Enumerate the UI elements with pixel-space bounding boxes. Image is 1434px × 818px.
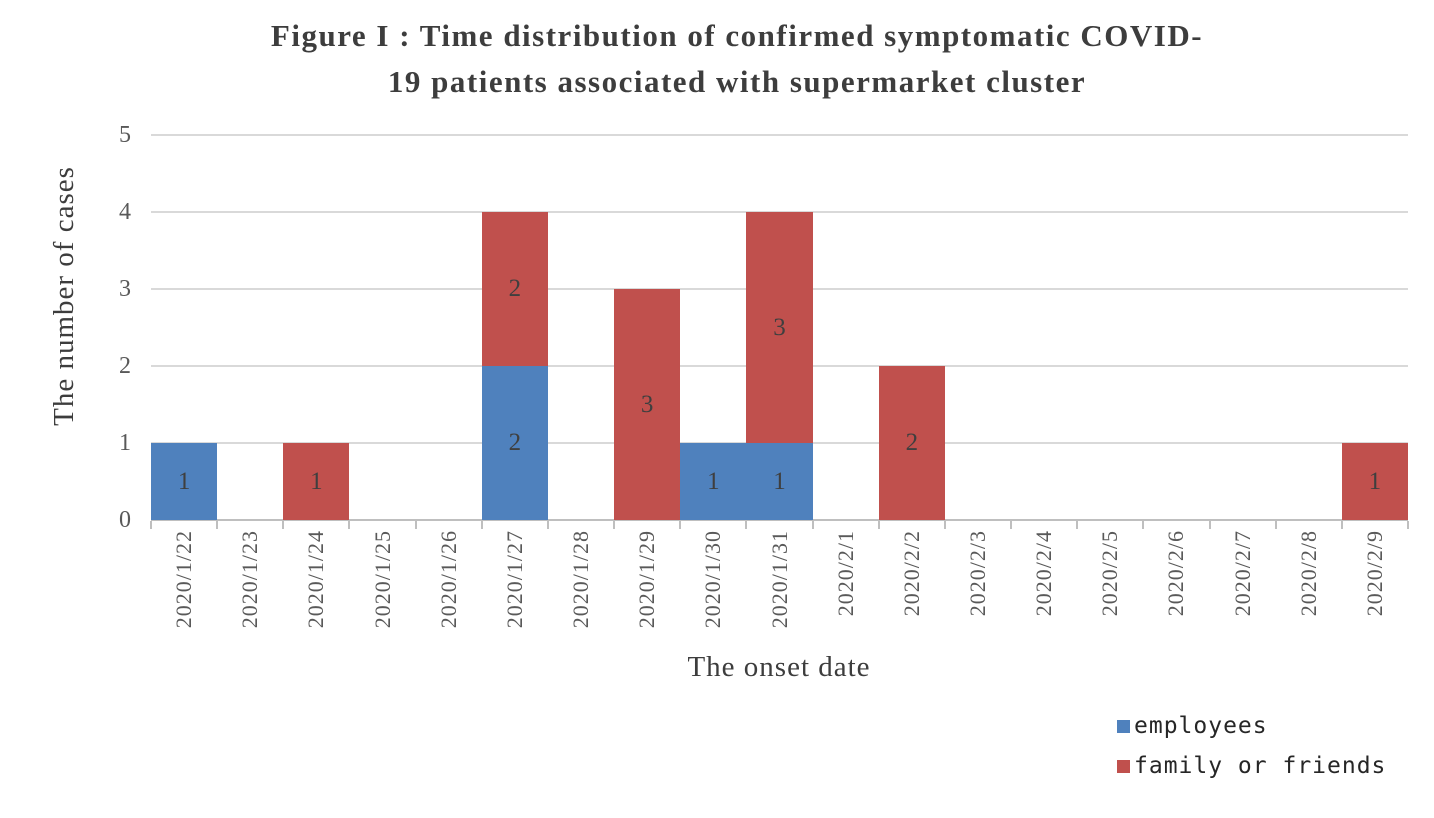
x-tick-label: 2020/2/4 [1031,530,1057,617]
x-axis-tick [282,521,285,529]
x-axis-line [151,519,1408,521]
x-axis-tick [1208,521,1211,529]
y-tick-label: 4 [119,199,131,225]
bar-segment [878,366,945,520]
chart-title: Figure I : Time distribution of confirme… [271,13,1203,105]
x-axis-tick [414,521,417,529]
x-axis-tick [1407,521,1409,529]
x-tick-label: 2020/2/7 [1229,530,1255,617]
x-axis-tick [1010,521,1013,529]
x-tick-label: 2020/1/25 [369,530,395,629]
x-axis-tick [546,521,549,529]
x-axis-tick [1142,521,1145,529]
x-tick-label: 2020/2/8 [1295,530,1321,617]
x-axis-tick [877,521,880,529]
x-axis-tick [348,521,351,529]
legend-item: employees [1117,713,1386,739]
x-tick-label: 2020/1/29 [634,530,660,629]
legend-item: family or friends [1117,753,1386,779]
bar-value-label: 2 [905,429,919,456]
x-axis-tick [1340,521,1343,529]
legend-label: employees [1134,713,1268,739]
bar-segment [481,212,548,366]
x-axis-tick [1076,521,1079,529]
x-axis-tick [1274,521,1277,529]
x-tick-label: 2020/1/22 [171,530,197,629]
gridline [151,134,1408,136]
bar-value-label: 1 [1368,467,1382,495]
x-tick-label: 2020/1/27 [501,530,527,629]
x-axis-tick [811,521,814,529]
legend: employees family or friends [1117,713,1386,793]
x-axis-tick [679,521,682,529]
bar-segment [151,443,218,520]
y-tick-label: 0 [119,507,131,533]
chart-title-line1: Figure I : Time distribution of confirme… [270,18,1204,53]
x-tick-label: 2020/2/3 [964,530,990,617]
bar-segment [481,366,548,520]
bar-segment [283,443,350,520]
x-tick-label: 2020/2/6 [1163,530,1189,617]
x-tick-label: 2020/1/31 [766,530,792,629]
x-tick-label: 2020/2/2 [898,530,924,617]
legend-label: family or friends [1134,753,1387,779]
legend-swatch-icon [1117,759,1130,773]
x-tick-label: 2020/1/24 [303,530,329,629]
bar-value-label: 1 [707,467,720,495]
legend-swatch-icon [1117,719,1130,733]
bar-value-label: 1 [310,467,323,495]
bar-segment [1341,443,1408,520]
x-tick-label: 2020/1/30 [700,530,726,629]
x-tick-label: 2020/1/28 [568,530,594,629]
bar-value-label: 2 [508,429,522,456]
bar-value-label: 1 [773,467,786,495]
bar-value-label: 2 [508,275,522,302]
bar-value-label: 3 [640,390,654,418]
x-axis-tick [480,521,483,529]
x-tick-label: 2020/1/23 [237,530,263,629]
x-axis-tick [150,521,152,529]
bar-value-label: 3 [773,313,786,341]
chart-title-line2: 19 patients associated with supermarket … [387,64,1087,99]
y-tick-label: 5 [119,122,131,148]
y-tick-label: 2 [119,353,131,379]
x-axis-title: The onset date [687,651,871,683]
bar-segment [680,443,747,520]
x-tick-label: 2020/2/9 [1361,530,1387,617]
bar-value-label: 1 [177,467,191,495]
x-axis-tick [216,521,219,529]
x-axis-tick [943,521,946,529]
x-tick-label: 2020/2/1 [832,530,858,617]
x-axis-tick [745,521,748,529]
x-tick-label: 2020/2/5 [1097,530,1123,617]
y-tick-label: 3 [119,276,131,302]
x-axis-tick [613,521,616,529]
bar-segment [746,443,813,520]
bar-segment [614,289,681,520]
y-tick-label: 1 [119,430,131,456]
bar-segment [746,212,813,443]
x-tick-label: 2020/1/26 [435,530,461,629]
